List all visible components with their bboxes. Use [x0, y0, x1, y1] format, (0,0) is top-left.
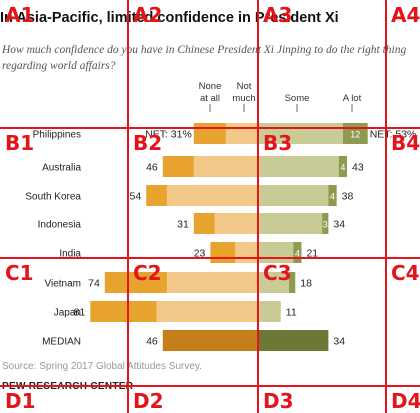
grid-cell-label: C1	[5, 261, 34, 285]
grid-cell-label: D1	[5, 389, 36, 413]
grid-vertical-line	[127, 0, 129, 413]
legend-not-much-line2: much	[232, 93, 255, 104]
a-lot-segment-label: 12	[350, 130, 360, 140]
bar-a-lot	[322, 213, 329, 234]
net-negative-label: NET: 31%	[145, 129, 192, 141]
grid-cell-label: A2	[133, 3, 163, 27]
category-label: India	[59, 249, 81, 260]
grid-cell-label: C3	[263, 261, 292, 285]
net-negative-label: 46	[146, 336, 158, 348]
grid-cell-label: D4	[391, 389, 420, 413]
a-lot-segment-label: 4	[295, 249, 300, 259]
bar-none-at-all	[90, 301, 157, 322]
source-note: Source: Spring 2017 Global Attitudes Sur…	[2, 361, 202, 372]
net-negative-label: 74	[88, 278, 100, 290]
grid-horizontal-line	[0, 385, 420, 387]
category-label: South Korea	[25, 192, 81, 203]
a-lot-segment-label: 4	[340, 163, 345, 173]
legend-none-at-all-line2: at all	[200, 93, 220, 104]
net-positive-label: NET: 53%	[370, 129, 417, 141]
legend-some: Some	[285, 93, 310, 104]
grid-vertical-line	[257, 0, 259, 413]
bar-not-much	[235, 242, 258, 263]
grid-horizontal-line	[0, 257, 420, 259]
bar-median-positive	[258, 330, 329, 351]
bar-some	[258, 242, 294, 263]
bar-none-at-all	[193, 213, 215, 234]
a-lot-segment-label: 4	[330, 192, 335, 202]
grid-vertical-line	[385, 0, 387, 413]
bar-a-lot	[293, 242, 302, 263]
bar-not-much	[156, 301, 258, 322]
bar-not-much	[193, 156, 258, 177]
net-positive-label: 11	[286, 307, 297, 319]
grid-cell-label: B3	[263, 131, 293, 155]
grid-cell-label: C2	[133, 261, 162, 285]
bar-not-much	[166, 272, 258, 293]
net-negative-label: 54	[130, 191, 142, 203]
legend-a-lot: A lot	[343, 93, 362, 104]
bar-a-lot	[328, 185, 337, 206]
bar-not-much	[166, 185, 258, 206]
legend-none-at-all-line1: None	[199, 81, 222, 92]
bar-some	[258, 272, 290, 293]
net-positive-label: 38	[342, 191, 354, 203]
bar-some	[258, 301, 281, 322]
net-positive-label: 18	[300, 278, 312, 290]
chart-subtitle: How much confidence do you have in Chine…	[2, 44, 407, 72]
grid-cell-label: B1	[5, 131, 35, 155]
bar-median-negative	[162, 330, 258, 351]
category-label: Indonesia	[38, 220, 82, 231]
category-label: Australia	[42, 163, 81, 174]
a-lot-segment-label: 3	[323, 220, 328, 230]
net-positive-label: 43	[352, 162, 364, 174]
category-label: Japan	[54, 308, 81, 319]
net-positive-label: 34	[333, 219, 345, 231]
net-negative-label: 46	[146, 162, 158, 174]
grid-cell-label: A3	[263, 3, 293, 27]
bar-not-much	[214, 213, 258, 234]
grid-cell-label: D2	[133, 389, 164, 413]
grid-horizontal-line	[0, 127, 420, 129]
grid-cell-label: D3	[263, 389, 294, 413]
bar-some	[258, 156, 339, 177]
legend-not-much-line1: Not	[237, 81, 252, 92]
grid-cell-label: C4	[391, 261, 420, 285]
bar-none-at-all	[162, 156, 194, 177]
bar-none-at-all	[146, 185, 167, 206]
net-negative-label: 31	[177, 219, 189, 231]
category-label: Philippines	[33, 130, 81, 141]
bar-a-lot	[338, 156, 348, 177]
bar-a-lot	[289, 272, 296, 293]
net-positive-label: 21	[306, 248, 318, 260]
grid-cell-label: B4	[391, 131, 420, 155]
bar-none-at-all	[210, 242, 236, 263]
net-negative-label: 81	[74, 307, 86, 319]
net-negative-label: 23	[194, 248, 206, 260]
category-label: MEDIAN	[42, 337, 81, 348]
category-label: Vietnam	[44, 279, 81, 290]
grid-cell-label: A4	[391, 3, 420, 27]
bar-some	[258, 185, 329, 206]
bar-none-at-all	[104, 272, 167, 293]
net-positive-label: 34	[333, 336, 345, 348]
grid-cell-label: A1	[5, 3, 35, 27]
bar-some	[258, 213, 323, 234]
chart-title: In Asia-Pacific, limited confidence in P…	[0, 10, 339, 26]
grid-cell-label: B2	[133, 131, 163, 155]
